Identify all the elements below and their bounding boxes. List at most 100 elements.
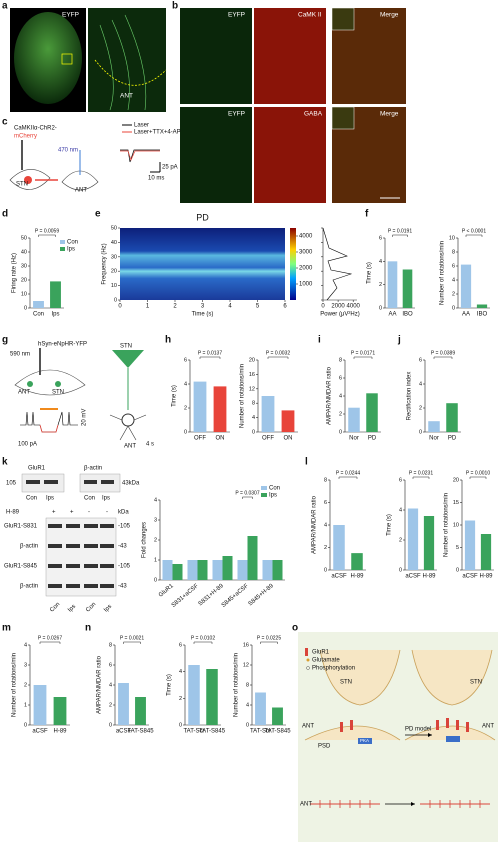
label: PKA xyxy=(360,738,369,743)
bar xyxy=(188,665,200,725)
scale-label: 20 mV xyxy=(82,409,88,426)
bar xyxy=(222,556,233,580)
panel-letter: k xyxy=(2,457,8,468)
y-tick-label: 2 xyxy=(419,405,422,411)
y-tick-label: 30 xyxy=(111,254,117,260)
label: kDa xyxy=(118,510,129,516)
colorbar-tick-label: 3000 xyxy=(299,250,313,256)
label: STN xyxy=(470,680,482,686)
panel-letter: f xyxy=(365,209,369,220)
x-tick-label: TAT-S845 xyxy=(127,729,154,735)
y-tick-label: 6 xyxy=(184,357,187,363)
image xyxy=(88,8,166,112)
bar xyxy=(348,407,360,432)
x-tick-label: PD xyxy=(448,436,457,442)
y-tick-label: 6 xyxy=(324,500,327,506)
p-value: P = 0.0307 xyxy=(235,490,259,496)
y-axis-label: Number of rotations/min xyxy=(240,364,246,428)
y-tick-label: 0 xyxy=(252,429,255,435)
panel-letter: c xyxy=(2,117,8,128)
significance-bracket xyxy=(38,234,56,237)
bar xyxy=(423,516,435,570)
y-tick-label: 1 xyxy=(154,557,157,563)
x-tick-label: 0 xyxy=(118,304,122,310)
x-tick-label: Nor xyxy=(429,436,439,442)
x-tick-label: TAT-Scr xyxy=(250,729,271,735)
legend-label: Glutamate xyxy=(312,658,340,664)
legend-label: Ips xyxy=(269,493,277,499)
x-tick-label: aCSF xyxy=(331,574,347,580)
bar xyxy=(33,685,47,725)
panel-letters: a b c d e f g h i j k l m n o xyxy=(2,1,401,634)
y-tick-label: 4 xyxy=(184,381,187,387)
label: - xyxy=(106,510,108,516)
y-tick-label: 0 xyxy=(109,722,112,728)
x-tick-label: 4000 xyxy=(347,304,361,310)
label: mCherry xyxy=(14,134,37,140)
label: GABA xyxy=(304,111,323,118)
y-tick-label: 2 xyxy=(339,411,342,417)
y-tick-label: 0 xyxy=(246,722,249,728)
y-tick-label: 20 xyxy=(111,269,117,275)
significance-bracket xyxy=(267,356,289,359)
x-tick-label: H-89 xyxy=(350,574,364,580)
label: + xyxy=(70,510,74,516)
y-tick-label: 0 xyxy=(154,577,157,583)
label: Con xyxy=(26,496,37,502)
panel-a: EYFP ANT xyxy=(10,8,167,112)
y-tick-label: 0 xyxy=(324,567,327,573)
bar xyxy=(193,381,207,432)
y-tick-label: 6 xyxy=(379,235,382,241)
panel-letter: j xyxy=(397,335,401,346)
y-tick-label: 2 xyxy=(184,405,187,411)
y-tick-label: 16 xyxy=(249,372,255,378)
label: EYFP xyxy=(62,12,79,19)
y-tick-label: 4 xyxy=(339,393,342,399)
x-tick-label: H-89 xyxy=(53,729,67,735)
x-tick-label: 5 xyxy=(256,304,260,310)
legend-label: GluR1 xyxy=(312,650,330,656)
power-curve xyxy=(322,227,353,301)
y-tick-label: 0 xyxy=(452,305,455,311)
bar xyxy=(172,564,183,580)
bar xyxy=(135,697,146,725)
y-axis-label: Number of rotations/min xyxy=(234,653,240,717)
y-tick-label: 8 xyxy=(324,477,327,483)
x-tick-label: 2 xyxy=(173,304,177,310)
y-tick-label: 4 xyxy=(24,642,27,648)
legend-swatch xyxy=(261,486,267,490)
label: ANT xyxy=(300,802,312,808)
p-value: P = 0.0010 xyxy=(466,470,490,476)
x-tick-label: TAT-S845 xyxy=(199,729,226,735)
y-tick-label: 10 xyxy=(449,235,455,241)
y-tick-label: 20 xyxy=(453,477,459,483)
x-tick-label: PD xyxy=(368,436,377,442)
panel-letter: n xyxy=(85,623,91,634)
label: -43 xyxy=(118,544,127,550)
panel-letter: m xyxy=(2,623,11,634)
colorbar xyxy=(290,228,296,300)
p-value: P = 0.0244 xyxy=(336,470,360,476)
label: 105 xyxy=(6,481,17,487)
label: + xyxy=(52,510,56,516)
y-axis-label: AMPAR/NMDAR ratio xyxy=(97,655,103,714)
x-tick-label: 2000 xyxy=(331,304,345,310)
p-value: P = 0.0191 xyxy=(388,228,412,234)
bar xyxy=(476,304,488,308)
y-tick-label: 2 xyxy=(399,537,402,543)
panel-letter: d xyxy=(2,209,8,220)
y-tick-label: 4 xyxy=(252,415,255,421)
label: Ips xyxy=(103,604,113,614)
y-tick-label: 40 xyxy=(21,249,27,255)
bar xyxy=(428,421,440,432)
y-tick-label: 4 xyxy=(154,497,157,503)
significance-bracket xyxy=(193,641,213,644)
y-tick-label: 10 xyxy=(111,283,117,289)
label: ANT xyxy=(75,188,87,194)
bar xyxy=(464,520,476,570)
y-tick-label: 0 xyxy=(399,567,402,573)
p-value: P = 0.0225 xyxy=(257,635,281,641)
y-tick-label: 0 xyxy=(24,305,27,311)
label: Con xyxy=(49,602,61,614)
